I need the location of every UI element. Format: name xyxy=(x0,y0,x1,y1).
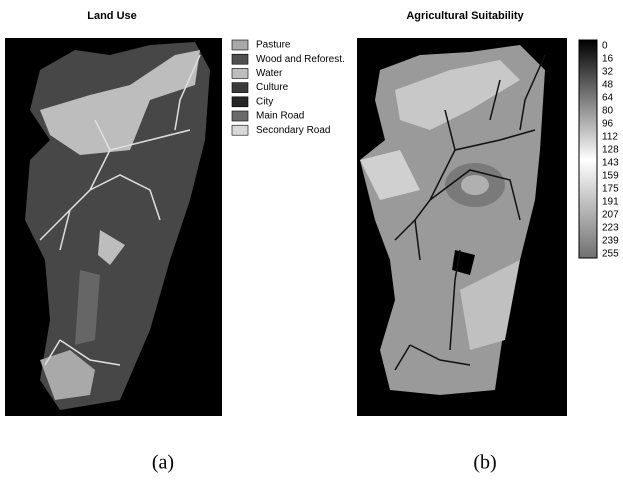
colorbar-label: 16 xyxy=(602,54,614,65)
legend-swatch xyxy=(232,97,248,107)
land-use-map xyxy=(5,38,222,416)
legend-label: Water xyxy=(256,68,283,79)
legend-label: City xyxy=(256,96,273,107)
colorbar-label: 255 xyxy=(602,249,619,260)
legend-swatch xyxy=(232,111,248,121)
legend-label: Main Road xyxy=(256,111,304,122)
colorbar-label: 239 xyxy=(602,236,619,247)
colorbar-labels: 0 16 32 48 64 80 96 112 128 143 159 175 191 207 223 239… xyxy=(602,41,619,260)
suitability-map xyxy=(357,38,567,416)
colorbar-label: 112 xyxy=(602,132,618,143)
caption: (b) xyxy=(473,452,496,474)
colorbar-label: 0 xyxy=(602,41,608,52)
colorbar xyxy=(579,40,597,258)
colorbar-label: 207 xyxy=(602,210,619,221)
legend-swatch xyxy=(232,125,248,135)
colorbar-label: 191 xyxy=(602,197,619,208)
legend-swatch xyxy=(232,83,248,93)
legend-swatch xyxy=(232,68,248,78)
legend-swatch xyxy=(232,40,248,50)
panel-title: Agricultural Suitability xyxy=(406,10,524,22)
legend-label: Culture xyxy=(256,82,289,93)
colorbar-label: 128 xyxy=(602,145,619,156)
colorbar-label: 80 xyxy=(602,106,614,117)
colorbar-label: 64 xyxy=(602,93,614,104)
caption: (a) xyxy=(152,452,174,474)
colorbar-label: 143 xyxy=(602,158,619,169)
legend-label: Pasture xyxy=(256,40,291,51)
colorbar-label: 223 xyxy=(602,223,619,234)
panel-title: Land Use xyxy=(87,10,137,22)
legend-label: Wood and Reforest. xyxy=(256,54,345,65)
legend-swatch xyxy=(232,54,248,64)
figure: Land Use Pasture Wood and Reforest. Water C… xyxy=(0,0,623,479)
legend-label: Secondary Road xyxy=(256,125,331,136)
colorbar-label: 32 xyxy=(602,67,614,78)
colorbar-label: 159 xyxy=(602,171,619,182)
legend: Pasture Wood and Reforest. Water Culture Cit… xyxy=(232,40,345,136)
colorbar-label: 175 xyxy=(602,184,619,195)
colorbar-label: 96 xyxy=(602,119,614,130)
colorbar-label: 48 xyxy=(602,80,614,91)
